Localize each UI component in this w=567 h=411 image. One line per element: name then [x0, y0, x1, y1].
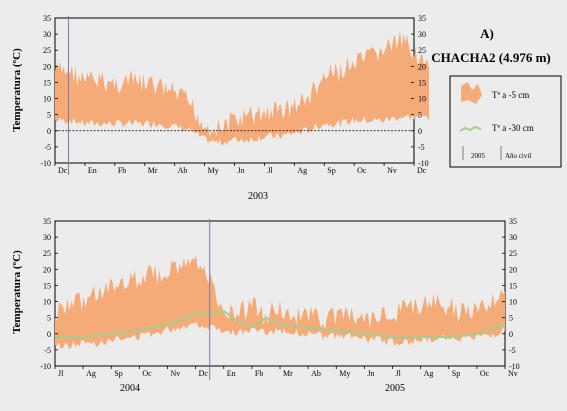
bot-month-label-13: Ag	[424, 369, 434, 378]
top-month-label-9: Sp	[327, 166, 335, 175]
bot-month-label-8: Mr	[283, 369, 293, 378]
bot-month-label-9: Ab	[311, 369, 321, 378]
top-month-label-2: Fb	[118, 166, 126, 175]
top-month-label-12: Dc	[417, 166, 427, 175]
legend-box	[449, 75, 562, 168]
bot-ytick-label-right--10: -10	[509, 362, 520, 371]
bot-ytick-label-left-15: 15	[43, 281, 51, 290]
top-ytick-label-left-20: 20	[43, 62, 51, 71]
top-ytick-label-right--10: -10	[418, 159, 429, 168]
bottom-deep-temperature-line	[55, 310, 506, 338]
bot-month-label-4: Nv	[171, 369, 181, 378]
station-title: CHACHA2 (4.976 m)	[431, 50, 551, 65]
bot-ytick-label-left-30: 30	[43, 233, 51, 242]
top-month-label-10: Oc	[357, 166, 367, 175]
top-ytick-label-right-10: 10	[418, 95, 426, 104]
top-ytick-label-right-0: 0	[418, 127, 422, 136]
top-month-label-3: Mr	[148, 166, 158, 175]
top-ytick-label-left-5: 5	[47, 111, 51, 120]
top-ytick-label-left--10: -10	[40, 159, 51, 168]
top-ytick-label-right-20: 20	[418, 62, 426, 71]
legend-surface-swatch	[461, 82, 482, 104]
bot-ytick-label-left-35: 35	[43, 217, 51, 226]
bot-month-label-16: Nv	[508, 369, 518, 378]
legend: A) CHACHA2 (4.976 m) Tª a -5 cm Tª a -30…	[431, 26, 562, 168]
bot-month-label-2: Sp	[114, 369, 122, 378]
top-month-label-6: Jn	[238, 166, 245, 175]
bot-ytick-label-left-0: 0	[47, 330, 51, 339]
bottom-y-axis-label: Temperatura (ºC)	[11, 250, 23, 334]
bot-month-label-11: Jn	[367, 369, 374, 378]
top-ytick-label-right-5: 5	[418, 111, 422, 120]
top-ytick-label-right--5: -5	[418, 143, 425, 152]
top-y-axis-label: Temperatura (ºC)	[11, 48, 23, 132]
top-month-label-0: Dc	[58, 166, 68, 175]
top-month-label-5: My	[208, 166, 219, 175]
legend-surface-label: Tª a -5 cm	[492, 90, 529, 100]
bot-ytick-label-right-10: 10	[509, 298, 517, 307]
top-ytick-label-left-10: 10	[43, 95, 51, 104]
bot-ytick-label-left-10: 10	[43, 298, 51, 307]
bot-ytick-label-right-15: 15	[509, 281, 517, 290]
bot-month-label-12: Jl	[396, 369, 402, 378]
bot-month-label-14: Sp	[452, 369, 460, 378]
top-ytick-label-left--5: -5	[44, 143, 51, 152]
bot-ytick-label-right-5: 5	[509, 314, 513, 323]
bottom-year-label-2004: 2004	[120, 383, 140, 394]
bot-ytick-label-left--10: -10	[40, 362, 51, 371]
legend-deep-swatch	[459, 125, 482, 132]
bot-month-label-6: En	[227, 369, 236, 378]
top-ytick-label-left-25: 25	[43, 46, 51, 55]
bot-ytick-label-right--5: -5	[509, 346, 516, 355]
bot-month-label-5: Dc	[199, 369, 209, 378]
top-ytick-label-right-15: 15	[418, 78, 426, 87]
top-ytick-label-left-0: 0	[47, 127, 51, 136]
bot-ytick-label-right-20: 20	[509, 265, 517, 274]
top-ytick-label-left-15: 15	[43, 78, 51, 87]
bot-month-label-10: My	[339, 369, 350, 378]
bottom-surface-temperature-area	[55, 255, 505, 350]
bot-month-label-7: Fb	[255, 369, 263, 378]
bot-ytick-label-left-5: 5	[47, 314, 51, 323]
legend-deep-label: Tª a -30 cm	[492, 123, 534, 133]
top-surface-temperature-area	[55, 31, 429, 146]
legend-year-label: 2005	[471, 152, 486, 160]
bot-month-label-15: Oc	[480, 369, 490, 378]
top-ytick-label-left-30: 30	[43, 30, 51, 39]
top-month-label-1: En	[88, 166, 97, 175]
top-year-label: 2003	[248, 191, 268, 202]
top-month-label-11: Nv	[387, 166, 397, 175]
top-ytick-label-right-25: 25	[418, 46, 426, 55]
bot-ytick-label-left-20: 20	[43, 265, 51, 274]
bot-month-label-1: Ag	[86, 369, 96, 378]
bot-month-label-0: Jl	[58, 369, 64, 378]
legend-civil-year-label: Año civil	[505, 152, 531, 160]
bot-ytick-label-left-25: 25	[43, 249, 51, 258]
bot-ytick-label-right-0: 0	[509, 330, 513, 339]
panel-label: A)	[480, 26, 494, 41]
top-ytick-label-right-35: 35	[418, 14, 426, 23]
top-month-label-4: Ab	[178, 166, 188, 175]
bottom-year-label-2005: 2005	[385, 383, 405, 394]
top-ytick-label-right-30: 30	[418, 30, 426, 39]
bot-ytick-label-right-30: 30	[509, 233, 517, 242]
top-month-label-7: Jl	[267, 166, 273, 175]
top-month-label-8: Ag	[297, 166, 307, 175]
bot-ytick-label-left--5: -5	[44, 346, 51, 355]
bot-ytick-label-right-25: 25	[509, 249, 517, 258]
top-ytick-label-left-35: 35	[43, 14, 51, 23]
bot-ytick-label-right-35: 35	[509, 217, 517, 226]
bot-month-label-3: Oc	[142, 369, 152, 378]
